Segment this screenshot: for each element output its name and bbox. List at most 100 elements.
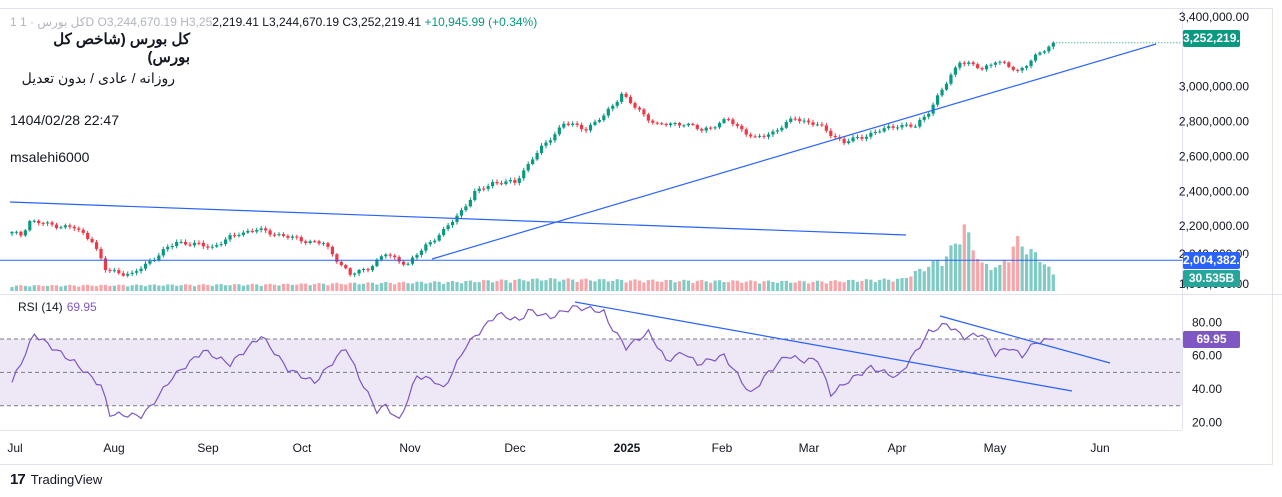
candle xyxy=(936,93,940,107)
candle xyxy=(477,186,481,194)
candle-body xyxy=(806,120,811,123)
candle-body xyxy=(1051,42,1055,47)
candle-body xyxy=(175,242,179,247)
volume-bar xyxy=(686,280,690,291)
candle xyxy=(68,223,72,230)
candle xyxy=(686,122,690,127)
volume-bar xyxy=(900,278,904,291)
volume-bar xyxy=(379,282,383,291)
candle-body xyxy=(508,180,512,182)
candle-body xyxy=(980,68,984,70)
candle-body xyxy=(419,250,423,255)
candle xyxy=(10,231,14,237)
candle xyxy=(811,119,815,127)
candle-body xyxy=(344,265,348,269)
candle xyxy=(224,236,228,247)
candle xyxy=(633,101,637,110)
candle-body xyxy=(789,118,793,122)
volume-bar xyxy=(940,265,944,291)
candle xyxy=(393,253,397,260)
candle xyxy=(704,126,708,134)
candle xyxy=(802,118,806,124)
candle xyxy=(415,252,419,260)
candle-body xyxy=(580,124,584,130)
volume-bar xyxy=(175,285,179,291)
candle xyxy=(192,240,197,248)
volume-bar xyxy=(624,282,628,291)
candle-body xyxy=(197,242,201,244)
candle-body xyxy=(588,124,593,131)
candle-body xyxy=(19,231,23,236)
candle xyxy=(1047,45,1051,54)
candle-body xyxy=(348,268,352,275)
candle-body xyxy=(397,257,401,262)
candle xyxy=(468,197,472,208)
volume-bar xyxy=(887,279,891,291)
candle xyxy=(927,111,931,120)
candle xyxy=(1038,51,1042,56)
volume-bar xyxy=(14,285,19,291)
volume-bar xyxy=(224,285,228,291)
candle-body xyxy=(86,232,90,239)
volume-bar xyxy=(148,284,152,291)
ohlc-readout: 1 کل بورس · 1D O3,244,670.19 H3,252,219.… xyxy=(10,15,537,29)
candle xyxy=(637,106,642,112)
candle-body xyxy=(833,135,837,138)
candle xyxy=(139,266,143,274)
candle-body xyxy=(406,263,410,265)
candle-body xyxy=(931,104,935,114)
candle xyxy=(789,116,793,124)
candle-body xyxy=(784,121,788,128)
volume-bar xyxy=(851,279,855,291)
candle-body xyxy=(677,123,682,126)
candle-body xyxy=(620,93,624,102)
volume-bar xyxy=(717,280,722,291)
volume-bar xyxy=(161,285,165,291)
tradingview-logo[interactable]: 17 TradingView xyxy=(10,471,102,488)
candle-body xyxy=(442,228,446,236)
candle xyxy=(499,180,504,186)
candle-body xyxy=(664,123,668,126)
price-candles xyxy=(10,41,1055,278)
volume-bar xyxy=(553,278,557,291)
candle-body xyxy=(1002,61,1006,63)
symbol-title: کل بورس (شاخص کل بورس) xyxy=(53,31,190,66)
candle xyxy=(784,119,788,129)
candle xyxy=(522,167,526,181)
candle xyxy=(655,121,659,125)
volume-bar xyxy=(1007,262,1011,291)
candle-body xyxy=(179,241,183,243)
candle xyxy=(464,203,468,212)
volume-bar xyxy=(922,271,926,291)
candle xyxy=(335,253,339,264)
candle xyxy=(575,121,579,128)
volume-bar xyxy=(575,281,579,291)
candle xyxy=(691,122,695,127)
time-tick-label: Jun xyxy=(1090,441,1109,455)
candle xyxy=(922,114,926,123)
candle xyxy=(909,122,913,129)
volume-bar xyxy=(1016,236,1020,291)
volume-bar xyxy=(468,280,472,291)
volume-bar xyxy=(90,285,94,291)
candle-body xyxy=(606,108,610,116)
candle-body xyxy=(486,186,490,189)
candle-body xyxy=(50,222,54,225)
volume-bar xyxy=(1025,254,1029,291)
volume-bar xyxy=(326,285,330,291)
volume-bar xyxy=(264,284,268,291)
volume-bar xyxy=(1042,264,1046,291)
volume-bar xyxy=(584,278,588,291)
price-tick-label: 3,400,000.00 xyxy=(1179,10,1249,24)
candle-body xyxy=(477,188,481,191)
candle-body xyxy=(308,241,312,244)
volume-bar xyxy=(873,282,877,291)
candle-body xyxy=(450,222,455,226)
time-tick-label: Mar xyxy=(799,441,820,455)
candle xyxy=(873,129,877,135)
grid xyxy=(0,8,1282,465)
time-tick-label: Jul xyxy=(7,441,22,455)
volume-bar xyxy=(682,279,686,291)
candle xyxy=(215,242,219,248)
candle-body xyxy=(23,230,27,236)
